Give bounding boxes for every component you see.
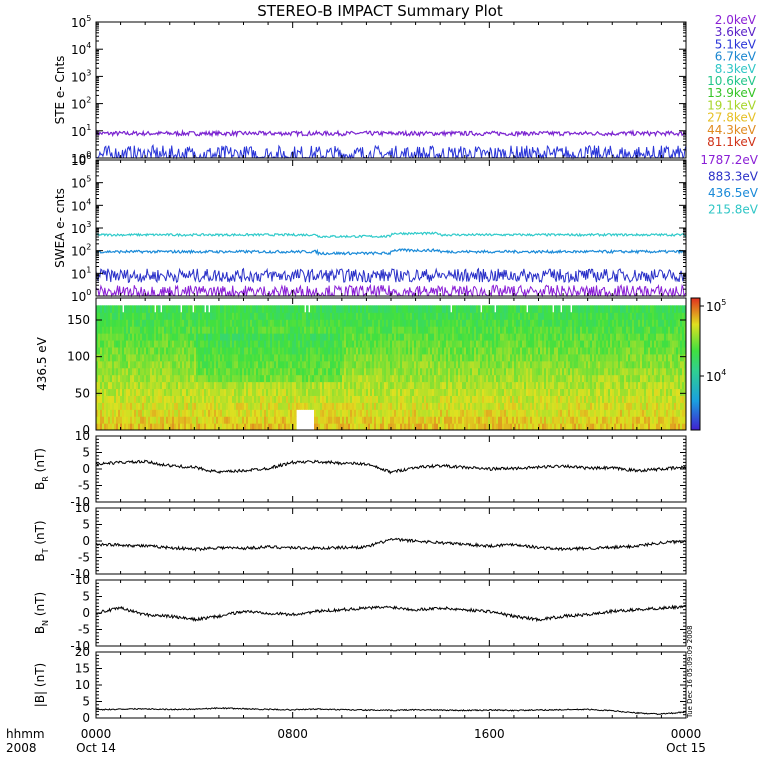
y-tick-label: 10 [75, 678, 90, 692]
y-tick-label: 101 [71, 123, 91, 139]
colorbar-scale [690, 297, 701, 431]
x-tick-date: Oct 15 [666, 741, 706, 755]
legend-item: 27.8keV [707, 111, 757, 125]
y-tick-label: 105 [71, 175, 91, 191]
series-line-swea-2 [95, 267, 687, 285]
y-tick-label: 10 [75, 429, 90, 443]
series-line-bmag [95, 706, 687, 716]
heatmap [96, 305, 686, 430]
chart-title: STEREO-B IMPACT Summary Plot [257, 2, 503, 20]
y-tick-label: 10 [75, 573, 90, 587]
y-axis-label-br: BR (nT) [33, 448, 50, 490]
legend-item: 13.9keV [707, 86, 757, 100]
legend-item: 5.1keV [715, 37, 757, 51]
y-axis-label-bn: BN (nT) [33, 592, 50, 634]
y-tick-label: -5 [78, 551, 90, 565]
y-tick-label: 103 [71, 68, 91, 84]
y-tick-label: 105 [71, 14, 91, 30]
y-tick-label: 0 [82, 423, 90, 437]
y-tick-label: 150 [67, 313, 90, 327]
panel-bmag: 20 15 10 5 0 |B| (nT) [33, 645, 687, 725]
y-tick-label: 100 [71, 288, 91, 304]
x-tick-label: 0800 [277, 727, 308, 741]
x-tick-date: Oct 14 [76, 741, 116, 755]
y-axis-label-swea: SWEA e- cnts [53, 188, 67, 268]
y-axis-label-pad: 436.5 eV [35, 336, 49, 391]
y-axis-label-bmag: |B| (nT) [33, 663, 47, 707]
colorbar-tick-label: 105 [706, 298, 726, 314]
y-tick-label: 102 [71, 96, 91, 112]
legend-item: 8.3keV [715, 62, 757, 76]
y-tick-label: 15 [75, 662, 90, 676]
legend-item: 44.3keV [707, 123, 757, 137]
legend-swea: 1787.2eV 883.3eV 436.5eV 215.8eV [700, 153, 758, 217]
x-tick-label: 1600 [474, 727, 505, 741]
y-tick-label: 5 [82, 518, 90, 532]
y-tick-label: 103 [71, 220, 91, 236]
legend-item: 215.8eV [708, 203, 759, 217]
series-line-bt [95, 537, 687, 552]
legend-item: 81.1keV [707, 135, 757, 149]
series-line-swea-0 [96, 231, 687, 239]
panel-br: 10 5 0 -5 -10 BR (nT) [33, 429, 687, 509]
panel-bt: 10 5 0 -5 -10 BT (nT) [33, 501, 687, 581]
panel-bn: 10 5 0 -5 -10 BN (nT) [33, 573, 687, 653]
y-tick-label: -5 [78, 623, 90, 637]
series-line-swea-1 [95, 248, 687, 257]
panel-frame-bt [95, 507, 687, 575]
series-line-bn [95, 604, 687, 623]
y-tick-label: 5 [82, 590, 90, 604]
series-line-swea-3 [95, 283, 687, 298]
y-tick-label: 5 [82, 446, 90, 460]
panel-frame-ste [95, 21, 687, 159]
y-tick-label: 50 [75, 386, 90, 400]
x-row-label-hhmm: hhmm [6, 727, 45, 741]
y-tick-label: -5 [78, 479, 90, 493]
legend-item: 1787.2eV [700, 153, 758, 167]
y-tick-label: 101 [71, 265, 91, 281]
legend-item: 10.6keV [707, 74, 757, 88]
y-tick-label: 0 [82, 462, 90, 476]
y-tick-label: 106 [71, 152, 91, 168]
legend-item: 2.0keV [715, 13, 757, 27]
y-tick-label: 10 [75, 501, 90, 515]
panel-swea: 100 101 102 103 104 105 106 SWEA e- cnts [53, 152, 687, 304]
x-tick-label: 0000 [81, 727, 112, 741]
y-tick-label: -10 [70, 567, 90, 581]
y-tick-label: 104 [71, 41, 91, 57]
series-line-br [95, 459, 687, 475]
y-tick-label: 0 [82, 606, 90, 620]
legend-ste: 2.0keV3.6keV5.1keV6.7keV8.3keV10.6keV13.… [707, 13, 757, 149]
y-tick-label: -10 [70, 639, 90, 653]
y-tick-label: 0 [82, 534, 90, 548]
y-tick-label: 102 [71, 243, 91, 259]
panel-pad: 0 50 100 150 436.5 eV [35, 297, 687, 437]
y-tick-label: 0 [82, 711, 90, 725]
y-tick-label: 104 [71, 197, 91, 213]
y-tick-label: 20 [75, 645, 90, 659]
timestamp: Tue Dec 16 05:09:09 2008 [686, 625, 694, 719]
legend-item: 883.3eV [708, 170, 759, 184]
y-axis-label-bt: BT (nT) [33, 520, 50, 561]
legend-item: 436.5eV [708, 186, 759, 200]
x-row-label-year: 2008 [6, 741, 37, 755]
colorbar: 104 105 [690, 297, 726, 431]
panel-frame-bmag [95, 651, 687, 719]
legend-item: 3.6keV [715, 25, 757, 39]
panel-frame-br [95, 435, 687, 503]
y-tick-label: -10 [70, 495, 90, 509]
x-tick-label: 0000 [671, 727, 702, 741]
y-tick-label: 100 [67, 350, 90, 364]
series-line-ste-0 [95, 128, 687, 138]
y-tick-label: 5 [82, 695, 90, 709]
legend-item: 19.1keV [707, 98, 757, 112]
legend-item: 6.7keV [715, 50, 757, 64]
colorbar-tick-label: 104 [706, 368, 726, 384]
y-axis-label-ste: STE e- Cnts [53, 56, 67, 125]
